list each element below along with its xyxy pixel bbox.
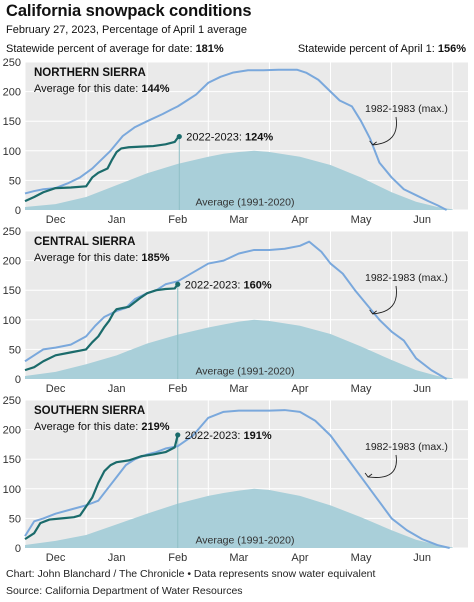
average-series-label: Average (1991-2020) bbox=[195, 196, 294, 208]
average-for-date-label: Average for this date: 144% bbox=[34, 83, 170, 95]
max-season-label: 1982-1983 (max.) bbox=[365, 103, 448, 115]
x-tick-label: Jan bbox=[108, 383, 126, 395]
current-season-text: 2022-2023: bbox=[185, 279, 244, 291]
average-for-date-value: 219% bbox=[141, 421, 169, 433]
y-tick-label: 50 bbox=[9, 344, 21, 356]
central-sierra-panel: 0 50 100 150 200 250 CENTRAL SIERRA Average for… bbox=[3, 226, 468, 395]
chart-subtitle: February 27, 2023, Percentage of April 1… bbox=[6, 24, 247, 36]
max-season-arrowhead bbox=[364, 472, 373, 478]
y-tick-label: 100 bbox=[3, 315, 21, 327]
y-tick-label: 150 bbox=[3, 454, 21, 466]
current-season-value: 191% bbox=[243, 430, 271, 442]
current-season-text: 2022-2023: bbox=[186, 132, 245, 144]
northern-sierra-panel: 0 50 100 150 200 250 NORTHERN SIERRA Average fo… bbox=[3, 57, 468, 226]
x-tick-label: Jun bbox=[413, 383, 431, 395]
average-area bbox=[25, 488, 453, 548]
x-tick-label: Feb bbox=[168, 552, 187, 564]
y-tick-label: 50 bbox=[9, 513, 21, 525]
statewide-april-stat: Statewide percent of April 1: 156% bbox=[298, 43, 466, 55]
y-tick-label: 0 bbox=[15, 205, 21, 217]
chart-title: California snowpack conditions bbox=[6, 2, 252, 20]
y-tick-label: 200 bbox=[3, 425, 21, 437]
average-for-date-value: 144% bbox=[141, 83, 169, 95]
statewide-date-label: Statewide percent of average for date: bbox=[6, 43, 196, 55]
y-tick-label: 250 bbox=[3, 226, 21, 238]
y-tick-label: 100 bbox=[3, 146, 21, 158]
x-tick-label: Apr bbox=[291, 383, 308, 395]
x-tick-label: Feb bbox=[168, 214, 187, 226]
region-label: SOUTHERN SIERRA bbox=[34, 405, 145, 417]
x-tick-label: Dec bbox=[46, 552, 66, 564]
x-tick-label: Apr bbox=[291, 214, 308, 226]
average-for-date-value: 185% bbox=[141, 252, 169, 264]
max-season-arrowhead bbox=[369, 309, 377, 315]
max-season-line bbox=[24, 68, 448, 211]
x-tick-label: May bbox=[351, 552, 372, 564]
chart-source: Source: California Department of Water R… bbox=[6, 585, 243, 597]
current-season-endpoint bbox=[176, 133, 182, 140]
average-for-date-text: Average for this date: bbox=[34, 421, 141, 433]
max-season-arrowhead bbox=[369, 140, 377, 146]
region-label: CENTRAL SIERRA bbox=[34, 236, 135, 248]
current-season-value: 124% bbox=[245, 132, 273, 144]
y-tick-label: 200 bbox=[3, 87, 21, 99]
y-tick-label: 250 bbox=[3, 57, 21, 69]
x-tick-label: Dec bbox=[46, 214, 66, 226]
x-tick-label: Feb bbox=[168, 383, 187, 395]
average-area bbox=[25, 150, 453, 210]
max-season-arrow bbox=[372, 116, 397, 146]
x-tick-label: Jan bbox=[108, 214, 126, 226]
y-tick-label: 0 bbox=[15, 543, 21, 555]
statewide-april-label: Statewide percent of April 1: bbox=[297, 43, 438, 55]
average-for-date-label: Average for this date: 185% bbox=[34, 252, 170, 264]
statewide-date-value: 181% bbox=[195, 43, 224, 55]
current-season-text: 2022-2023: bbox=[185, 430, 244, 442]
current-season-label: 2022-2023: 124% bbox=[186, 132, 273, 144]
max-season-label: 1982-1983 (max.) bbox=[365, 441, 448, 453]
max-season-label: 1982-1983 (max.) bbox=[365, 272, 448, 284]
average-for-date-text: Average for this date: bbox=[34, 83, 141, 95]
x-tick-label: Mar bbox=[229, 214, 248, 226]
current-season-line bbox=[24, 434, 179, 541]
statewide-date-stat: Statewide percent of average for date: 1… bbox=[6, 43, 224, 55]
max-season-line bbox=[24, 409, 450, 549]
y-tick-label: 250 bbox=[3, 395, 21, 407]
chart-credit: Chart: John Blanchard / The Chronicle • … bbox=[6, 568, 376, 580]
current-season-line bbox=[24, 135, 180, 203]
current-season-label: 2022-2023: 191% bbox=[185, 430, 272, 442]
x-tick-label: May bbox=[351, 383, 372, 395]
average-for-date-text: Average for this date: bbox=[34, 252, 141, 264]
current-season-label: 2022-2023: 160% bbox=[185, 279, 272, 291]
y-tick-label: 150 bbox=[3, 116, 21, 128]
x-tick-label: Mar bbox=[229, 552, 248, 564]
average-for-date-label: Average for this date: 219% bbox=[34, 421, 170, 433]
x-tick-label: May bbox=[351, 214, 372, 226]
x-tick-label: Jan bbox=[108, 552, 126, 564]
average-area bbox=[25, 319, 453, 379]
y-tick-label: 0 bbox=[15, 374, 21, 386]
max-season-arrow bbox=[372, 285, 397, 315]
x-tick-label: Mar bbox=[229, 383, 248, 395]
y-tick-label: 100 bbox=[3, 484, 21, 496]
average-series-label: Average (1991-2020) bbox=[195, 534, 294, 546]
average-series-label: Average (1991-2020) bbox=[195, 365, 294, 377]
y-tick-label: 200 bbox=[3, 256, 21, 268]
statewide-april-value: 156% bbox=[437, 43, 466, 55]
y-tick-label: 50 bbox=[9, 175, 21, 187]
current-season-value: 160% bbox=[243, 279, 271, 291]
x-tick-label: Jun bbox=[413, 552, 431, 564]
southern-sierra-panel: 0 50 100 150 200 250 SOUTHERN SIERRA Average fo… bbox=[3, 395, 468, 564]
current-season-endpoint bbox=[175, 432, 181, 438]
region-label: NORTHERN SIERRA bbox=[34, 67, 146, 79]
current-season-endpoint bbox=[175, 281, 181, 287]
x-tick-label: Apr bbox=[291, 552, 308, 564]
y-tick-label: 150 bbox=[3, 285, 21, 297]
x-tick-label: Dec bbox=[46, 383, 66, 395]
max-season-line bbox=[24, 240, 448, 380]
current-season-line bbox=[24, 283, 179, 372]
max-season-arrow bbox=[368, 454, 397, 478]
x-tick-label: Jun bbox=[413, 214, 431, 226]
